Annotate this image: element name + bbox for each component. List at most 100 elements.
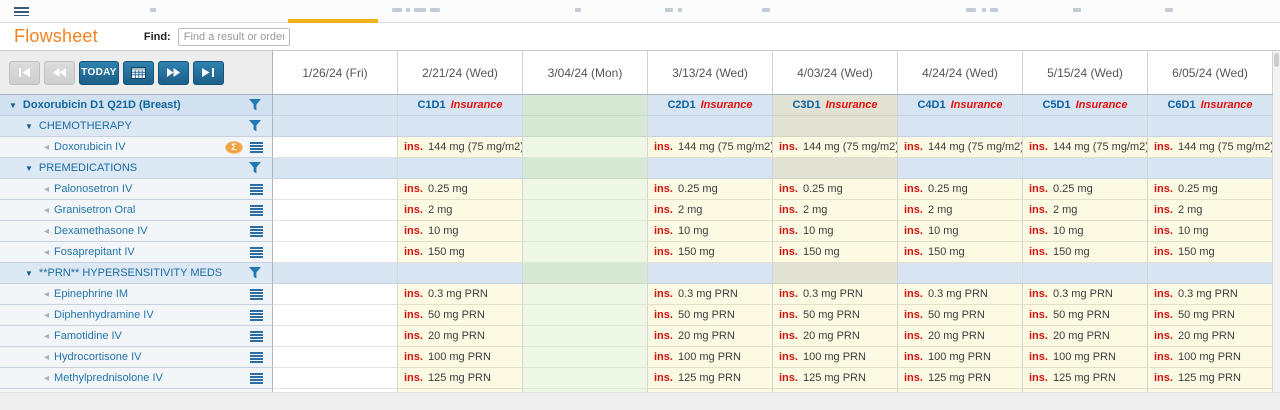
dose-cell[interactable]: ins. 125 mg PRN (398, 368, 523, 389)
dose-cell[interactable]: ins. 144 mg (75 mg/m2) (398, 137, 523, 158)
column-header[interactable]: 3/04/24 (Mon) (523, 51, 648, 94)
grid-cell[interactable] (1148, 158, 1273, 179)
column-header[interactable]: 6/05/24 (Wed) (1148, 51, 1273, 94)
filter-funnel-icon[interactable] (249, 120, 261, 132)
grid-cell[interactable] (523, 368, 648, 389)
column-header[interactable]: 5/15/24 (Wed) (1023, 51, 1148, 94)
dose-cell[interactable]: ins. 150 mg (648, 242, 773, 263)
dose-cell[interactable]: ins. 20 mg PRN (398, 326, 523, 347)
grid-cell[interactable] (398, 116, 523, 137)
dose-cell[interactable]: ins. 100 mg PRN (648, 347, 773, 368)
row-menu-icon[interactable] (250, 372, 263, 384)
filter-funnel-icon[interactable] (249, 99, 261, 111)
row-label-cell[interactable]: ◂ Palonosetron IV (0, 179, 273, 200)
grid-cell[interactable] (648, 116, 773, 137)
dose-cell[interactable]: ins. 2 mg (898, 200, 1023, 221)
row-label-cell[interactable]: ◂ Methylprednisolone IV (0, 368, 273, 389)
row-menu-icon[interactable] (250, 288, 263, 300)
group-header-cell[interactable]: ▼ **PRN** HYPERSENSITIVITY MEDS (0, 263, 273, 284)
dose-cell[interactable]: ins. 0.3 mg PRN (648, 284, 773, 305)
dose-cell[interactable]: ins. 125 mg PRN (1023, 368, 1148, 389)
dose-cell[interactable]: ins. 10 mg (1023, 221, 1148, 242)
grid-cell[interactable] (523, 263, 648, 284)
dose-cell[interactable]: ins. 2 mg (398, 200, 523, 221)
dose-cell[interactable]: ins. 144 mg (75 mg/m2) (1148, 137, 1273, 158)
row-label-cell[interactable]: ◂ Doxorubicin IV Σ (0, 137, 273, 158)
dose-cell[interactable]: ins. 150 mg (1023, 242, 1148, 263)
dose-cell[interactable]: ins. 125 mg PRN (773, 368, 898, 389)
grid-cell[interactable] (523, 347, 648, 368)
first-date-button[interactable] (9, 60, 40, 85)
group-header-cell[interactable]: ▼ PREMEDICATIONS (0, 158, 273, 179)
grid-cell[interactable] (898, 263, 1023, 284)
column-header[interactable]: 3/13/24 (Wed) (648, 51, 773, 94)
calendar-button[interactable] (123, 60, 154, 85)
dose-cell[interactable]: ins. 2 mg (648, 200, 773, 221)
grid-cell[interactable] (273, 137, 398, 158)
grid-cell[interactable] (273, 158, 398, 179)
grid-cell[interactable] (273, 179, 398, 200)
dose-cell[interactable]: ins. 20 mg PRN (1148, 326, 1273, 347)
dose-cell[interactable]: ins. 10 mg (1148, 221, 1273, 242)
cycle-header-cell[interactable]: C2D1 Insurance (648, 95, 773, 116)
dose-cell[interactable]: ins. 150 mg (398, 242, 523, 263)
dose-cell[interactable]: ins. 150 mg (898, 242, 1023, 263)
dose-cell[interactable]: ins. 144 mg (75 mg/m2) (1023, 137, 1148, 158)
dose-cell[interactable]: ins. 144 mg (75 mg/m2) (898, 137, 1023, 158)
filter-funnel-icon[interactable] (249, 267, 261, 279)
dose-cell[interactable]: ins. 0.25 mg (1148, 179, 1273, 200)
grid-cell[interactable] (523, 179, 648, 200)
cycle-header-cell[interactable]: C4D1 Insurance (898, 95, 1023, 116)
row-label-cell[interactable]: ◂ Dexamethasone IV (0, 221, 273, 242)
grid-cell[interactable] (273, 95, 398, 116)
dose-cell[interactable]: ins. 0.3 mg PRN (1148, 284, 1273, 305)
cycle-header-cell[interactable]: C5D1 Insurance (1023, 95, 1148, 116)
dose-cell[interactable]: ins. 144 mg (75 mg/m2) (648, 137, 773, 158)
grid-cell[interactable] (773, 263, 898, 284)
filter-funnel-icon[interactable] (249, 162, 261, 174)
dose-cell[interactable]: ins. 10 mg (648, 221, 773, 242)
grid-cell[interactable] (273, 347, 398, 368)
column-header[interactable]: 4/03/24 (Wed) (773, 51, 898, 94)
dose-cell[interactable]: ins. 0.3 mg PRN (398, 284, 523, 305)
dose-cell[interactable]: ins. 50 mg PRN (648, 305, 773, 326)
dose-cell[interactable]: ins. 150 mg (773, 242, 898, 263)
grid-cell[interactable] (398, 158, 523, 179)
column-header[interactable]: 1/26/24 (Fri) (273, 51, 398, 94)
dose-cell[interactable]: ins. 50 mg PRN (398, 305, 523, 326)
vertical-scrollbar[interactable] (1273, 51, 1280, 392)
grid-cell[interactable] (1023, 158, 1148, 179)
row-menu-icon[interactable] (250, 225, 263, 237)
row-menu-icon[interactable] (250, 141, 263, 153)
dose-cell[interactable]: ins. 0.25 mg (398, 179, 523, 200)
cycle-header-cell[interactable]: C6D1 Insurance (1148, 95, 1273, 116)
grid-cell[interactable] (898, 116, 1023, 137)
row-menu-icon[interactable] (250, 246, 263, 258)
grid-cell[interactable] (273, 368, 398, 389)
dose-cell[interactable]: ins. 10 mg (898, 221, 1023, 242)
grid-cell[interactable] (273, 284, 398, 305)
grid-cell[interactable] (273, 200, 398, 221)
dose-cell[interactable]: ins. 150 mg (1148, 242, 1273, 263)
dose-cell[interactable]: ins. 100 mg PRN (898, 347, 1023, 368)
grid-cell[interactable] (523, 95, 648, 116)
cycle-header-cell[interactable]: C3D1 Insurance (773, 95, 898, 116)
dose-cell[interactable]: ins. 0.25 mg (773, 179, 898, 200)
dose-cell[interactable]: ins. 0.25 mg (1023, 179, 1148, 200)
dose-cell[interactable]: ins. 20 mg PRN (898, 326, 1023, 347)
grid-cell[interactable] (398, 263, 523, 284)
column-header[interactable]: 4/24/24 (Wed) (898, 51, 1023, 94)
dose-cell[interactable]: ins. 0.3 mg PRN (773, 284, 898, 305)
grid-cell[interactable] (523, 158, 648, 179)
hamburger-icon[interactable] (14, 7, 29, 16)
grid-cell[interactable] (523, 326, 648, 347)
dose-cell[interactable]: ins. 125 mg PRN (898, 368, 1023, 389)
dose-cell[interactable]: ins. 0.25 mg (898, 179, 1023, 200)
step-forward-button[interactable] (158, 60, 189, 85)
dose-cell[interactable]: ins. 2 mg (1023, 200, 1148, 221)
row-label-cell[interactable]: ◂ Granisetron Oral (0, 200, 273, 221)
row-menu-icon[interactable] (250, 183, 263, 195)
grid-cell[interactable] (523, 116, 648, 137)
dose-cell[interactable]: ins. 50 mg PRN (1023, 305, 1148, 326)
today-button[interactable]: TODAY (79, 60, 119, 85)
